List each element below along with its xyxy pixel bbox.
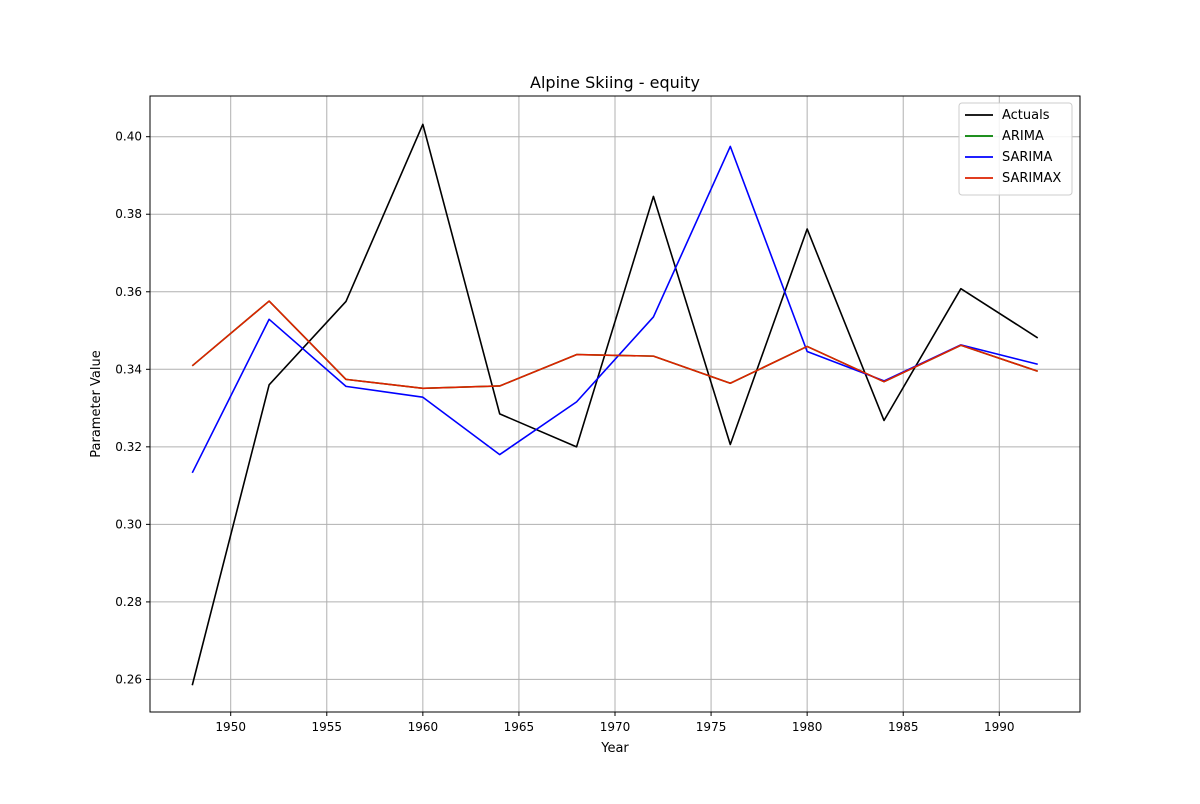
grid (150, 96, 1080, 712)
x-tick-label: 1960 (408, 720, 439, 734)
series-line-sarimax (191, 300, 1038, 390)
x-tick-label: 1985 (888, 720, 919, 734)
legend-label: ARIMA (1002, 129, 1044, 144)
x-tick-label: 1970 (600, 720, 631, 734)
x-axis-ticks: 1950 1955 1960 1965 1970 1975 1980 1985 1990 (215, 712, 1015, 734)
y-tick-label: 0.30 (115, 517, 142, 531)
x-tick-label: 1980 (792, 720, 823, 734)
series-lines (191, 123, 1039, 686)
y-axis-ticks: 0.26 0.28 0.30 0.32 0.34 0.36 0.38 0.40 (115, 130, 150, 686)
y-tick-label: 0.38 (115, 207, 142, 221)
y-tick-label: 0.32 (115, 440, 142, 454)
x-tick-label: 1955 (312, 720, 343, 734)
x-tick-label: 1965 (504, 720, 535, 734)
legend-label: SARIMAX (1002, 171, 1061, 186)
legend-box (958, 102, 1073, 196)
x-tick-label: 1990 (984, 720, 1015, 734)
x-tick-label: 1975 (696, 720, 727, 734)
x-tick-label: 1950 (215, 720, 246, 734)
series-line-actuals (191, 123, 1039, 686)
legend-label: Actuals (1002, 108, 1050, 123)
y-tick-label: 0.34 (115, 362, 142, 376)
y-tick-label: 0.28 (115, 595, 142, 609)
y-axis-label: Parameter Value (89, 350, 104, 457)
chart-title: Alpine Skiing - equity (530, 73, 700, 92)
legend-label: SARIMA (1002, 150, 1052, 165)
x-axis-label: Year (600, 741, 629, 756)
legend: Actuals ARIMA SARIMA SARIMAX (958, 102, 1073, 196)
y-tick-label: 0.26 (115, 672, 142, 686)
y-tick-label: 0.40 (115, 130, 142, 144)
y-tick-label: 0.36 (115, 285, 142, 299)
